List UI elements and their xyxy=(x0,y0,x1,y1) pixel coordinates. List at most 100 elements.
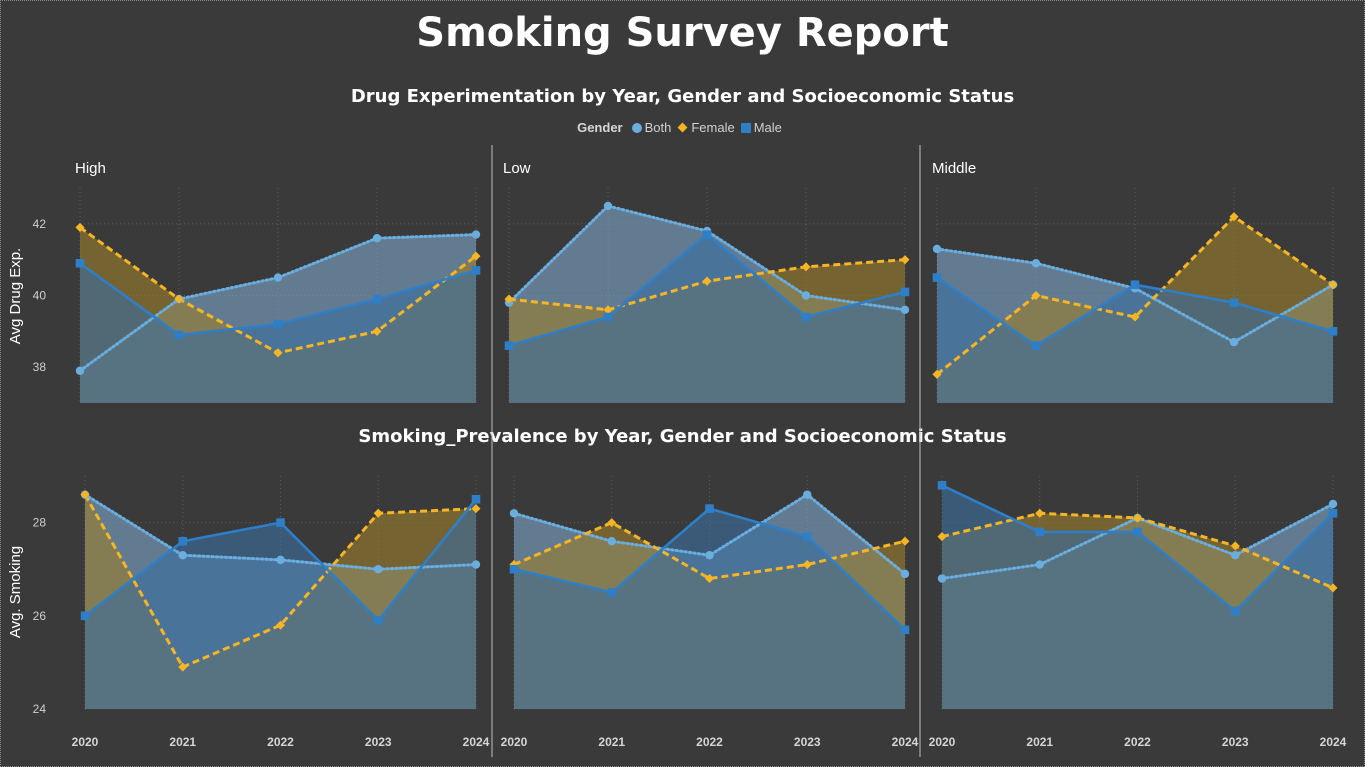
x-tick-label: 2021 xyxy=(1026,735,1053,749)
legend-item-male[interactable]: Male xyxy=(740,120,782,135)
legend-label-female: Female xyxy=(691,120,735,135)
point-male xyxy=(1229,298,1239,307)
y-tick-label: 24 xyxy=(33,702,47,716)
point-both xyxy=(509,509,519,518)
area-male xyxy=(942,485,1333,709)
point-female xyxy=(1035,508,1045,518)
point-both xyxy=(1231,551,1240,560)
point-both xyxy=(1328,499,1338,509)
point-both xyxy=(937,574,947,583)
point-both xyxy=(471,560,481,569)
point-male xyxy=(1328,508,1338,518)
point-female xyxy=(802,560,812,570)
point-male xyxy=(1130,280,1140,290)
legend-item-female[interactable]: Female xyxy=(677,120,735,135)
line-female xyxy=(513,521,906,581)
point-male xyxy=(900,287,910,297)
point-male xyxy=(372,294,382,304)
chart-legend[interactable]: Gender Both Female Male xyxy=(0,120,1365,135)
point-male xyxy=(702,230,712,239)
point-male xyxy=(471,266,481,275)
circle-marker-icon xyxy=(631,122,642,133)
point-female xyxy=(607,518,617,528)
point-male xyxy=(1230,606,1240,616)
x-tick-label: 2020 xyxy=(72,735,99,749)
point-male xyxy=(607,588,617,597)
point-both xyxy=(1229,337,1239,347)
x-tick-label: 2020 xyxy=(501,735,528,749)
point-male xyxy=(1328,327,1338,336)
x-tick-label: 2023 xyxy=(794,735,821,749)
facet-label: Low xyxy=(503,160,531,177)
point-both xyxy=(900,569,910,579)
legend-title: Gender xyxy=(577,120,623,135)
point-male xyxy=(80,611,90,621)
point-both xyxy=(178,551,187,560)
point-both xyxy=(1031,259,1041,268)
point-female xyxy=(1328,583,1338,593)
point-both xyxy=(900,305,910,315)
point-male xyxy=(705,504,714,513)
legend-label-both: Both xyxy=(644,120,672,135)
area-male xyxy=(514,508,905,709)
x-tick-label: 2024 xyxy=(463,735,490,749)
point-both xyxy=(705,551,714,560)
point-both xyxy=(803,490,812,499)
point-male xyxy=(1035,527,1045,537)
point-both xyxy=(1035,560,1044,569)
report-title: Smoking Survey Report xyxy=(416,10,949,56)
y-tick-label: 28 xyxy=(33,516,47,530)
point-male xyxy=(276,518,285,527)
point-female xyxy=(900,536,910,546)
point-both xyxy=(75,366,85,375)
x-tick-label: 2021 xyxy=(169,735,196,749)
point-male xyxy=(932,273,942,282)
smoking-chart-title: Smoking_Prevalence by Year, Gender and S… xyxy=(358,426,1007,447)
facet-label: Middle xyxy=(932,160,976,177)
line-female xyxy=(83,493,477,669)
point-male xyxy=(603,312,613,322)
point-both xyxy=(801,291,811,300)
point-both xyxy=(374,565,383,574)
point-male xyxy=(900,625,910,635)
point-female xyxy=(702,276,712,286)
y-axis-title: Avg. Smoking xyxy=(7,546,24,638)
x-tick-label: 2022 xyxy=(267,735,294,749)
point-female xyxy=(937,532,947,542)
y-tick-label: 40 xyxy=(33,289,47,303)
y-axis-title: Avg Drug Exp. xyxy=(7,248,24,344)
legend-item-both[interactable]: Both xyxy=(631,120,672,135)
x-tick-label: 2023 xyxy=(365,735,392,749)
point-female xyxy=(174,294,184,304)
point-both xyxy=(603,201,613,211)
point-male xyxy=(273,319,283,329)
drug-chart-title: Drug Experimentation by Year, Gender and… xyxy=(350,86,1015,107)
y-tick-label: 38 xyxy=(33,360,47,374)
point-both xyxy=(932,244,942,254)
point-both xyxy=(276,555,285,565)
legend-label-male: Male xyxy=(753,120,782,135)
point-male xyxy=(1133,527,1142,537)
point-both xyxy=(471,230,481,239)
point-female xyxy=(373,508,383,518)
x-tick-label: 2022 xyxy=(1124,735,1151,749)
point-both xyxy=(607,537,616,546)
x-tick-label: 2020 xyxy=(929,735,956,749)
area-male xyxy=(937,277,1333,403)
facet-label: High xyxy=(75,160,106,177)
square-marker-icon xyxy=(740,122,751,133)
point-female xyxy=(900,255,910,265)
point-female xyxy=(1230,541,1240,551)
point-male xyxy=(174,330,184,340)
area-male xyxy=(80,263,476,403)
point-male xyxy=(504,341,514,350)
point-male xyxy=(937,481,947,490)
x-tick-label: 2021 xyxy=(598,735,625,749)
point-male xyxy=(471,495,481,504)
point-male xyxy=(509,564,519,574)
point-male xyxy=(802,532,812,541)
point-female xyxy=(1132,513,1143,523)
point-both xyxy=(273,273,283,282)
point-male xyxy=(801,312,811,322)
